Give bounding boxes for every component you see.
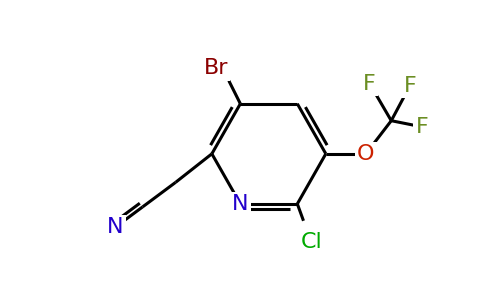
Text: Cl: Cl xyxy=(301,232,323,252)
Text: N: N xyxy=(232,194,249,214)
Text: Br: Br xyxy=(203,58,228,78)
Text: N: N xyxy=(107,217,124,237)
Text: F: F xyxy=(403,76,416,96)
Text: F: F xyxy=(416,117,428,137)
Text: F: F xyxy=(363,74,376,94)
Text: O: O xyxy=(357,144,375,164)
